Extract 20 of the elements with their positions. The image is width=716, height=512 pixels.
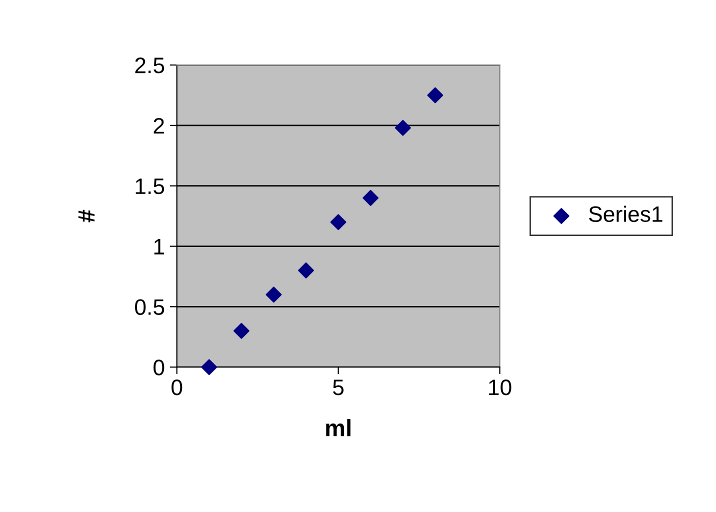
point <box>266 286 282 303</box>
legend-label: Series1 <box>589 206 662 222</box>
x-tick-label: 0 <box>172 379 182 396</box>
x-tick-label: 10 <box>489 379 512 396</box>
point <box>330 214 346 230</box>
y-tick-label: 2.5 <box>135 58 164 74</box>
y-tick-label: 0.5 <box>135 299 164 315</box>
point <box>201 359 218 376</box>
point <box>233 322 250 339</box>
point <box>427 87 444 104</box>
point <box>362 190 379 206</box>
y-tick-label: 1.5 <box>136 178 164 194</box>
y-tick-label: 0 <box>154 360 164 376</box>
y-tick-label: 2 <box>154 118 164 134</box>
point <box>298 262 314 278</box>
x-axis-title: ml <box>326 419 350 436</box>
y-tick-label: 1 <box>154 239 164 254</box>
point <box>394 120 411 136</box>
x-tick-label: 5 <box>333 380 344 396</box>
y-axis-title: # <box>78 210 95 222</box>
